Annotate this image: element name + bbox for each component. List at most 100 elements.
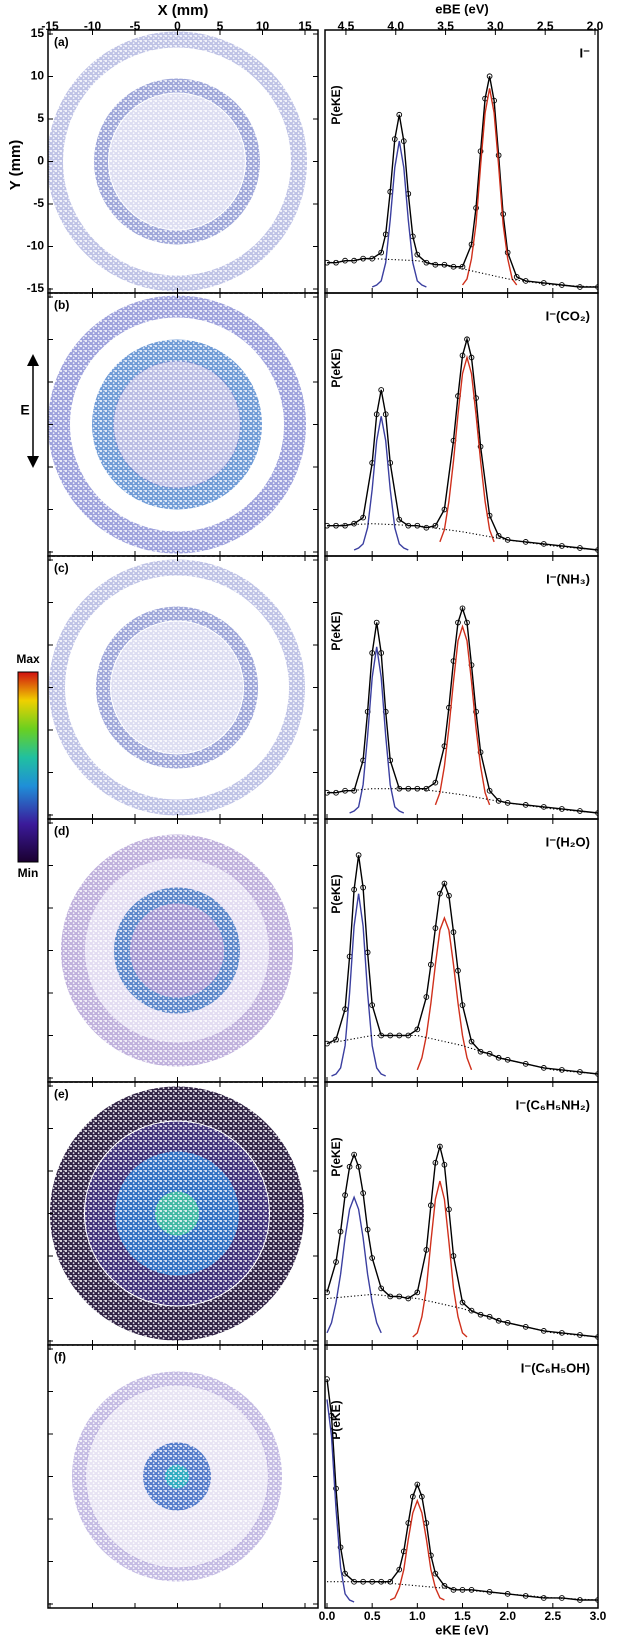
- peak-curve: [389, 1498, 445, 1601]
- data-point: [464, 336, 470, 343]
- peak-curve: [353, 416, 409, 551]
- colorbar: [17, 671, 39, 863]
- data-point: [351, 520, 357, 527]
- data-point: [342, 1192, 348, 1198]
- detector-image: [48, 293, 318, 556]
- data-point: [595, 284, 598, 290]
- colorbar-max: Max: [16, 652, 40, 666]
- panel-label: (d): [54, 824, 69, 838]
- data-point: [459, 605, 466, 612]
- data-point: [342, 522, 348, 529]
- data-point: [428, 961, 434, 968]
- panel-label: (a): [54, 35, 69, 49]
- data-point: [455, 619, 461, 626]
- baseline-curve: [326, 1034, 598, 1075]
- detector-image: [48, 819, 318, 1082]
- x-tick-label: 0: [174, 19, 181, 33]
- y-axis-title: P(eKE): [329, 611, 343, 650]
- peak-curve: [412, 1180, 468, 1338]
- y-tick-label: 5: [37, 111, 44, 125]
- data-point: [342, 1570, 348, 1577]
- data-point: [540, 1595, 547, 1601]
- plot-area: [325, 73, 598, 290]
- data-point: [396, 111, 403, 118]
- data-point: [437, 1143, 443, 1150]
- data-point: [486, 1313, 493, 1320]
- data-point: [378, 249, 385, 256]
- data-point: [419, 1493, 425, 1500]
- data-point: [540, 280, 547, 286]
- data-point: [414, 1481, 421, 1488]
- y-axis-title: P(eKE): [329, 348, 343, 387]
- x-tick-label: 5: [217, 19, 224, 33]
- peak-curve: [434, 624, 491, 806]
- panel-title: I⁻: [580, 45, 591, 60]
- baseline-curve: [326, 258, 598, 288]
- data-point: [396, 1293, 403, 1300]
- data-point: [337, 1544, 344, 1551]
- data-point: [432, 522, 439, 529]
- image-noise: [48, 819, 318, 1082]
- data-point: [441, 1582, 448, 1589]
- panel-title: I⁻(C₆H₅NH₂): [516, 1097, 590, 1112]
- data-point: [378, 1578, 385, 1585]
- fit-curve: [327, 76, 598, 288]
- data-point: [405, 1295, 412, 1302]
- data-point: [369, 1255, 376, 1261]
- data-point: [432, 779, 439, 786]
- data-point: [333, 522, 339, 529]
- data-point: [540, 1065, 547, 1071]
- baseline-curve: [326, 788, 598, 814]
- detector-image: [48, 1082, 318, 1345]
- data-point: [355, 1163, 362, 1170]
- data-point: [495, 532, 502, 539]
- detector-image: [48, 30, 318, 293]
- data-point: [373, 619, 380, 626]
- data-point: [450, 1586, 457, 1593]
- panel-label: (e): [54, 1087, 69, 1101]
- data-point: [378, 1285, 385, 1292]
- data-point: [414, 1026, 421, 1033]
- data-point: [355, 852, 362, 859]
- data-point: [450, 929, 457, 935]
- data-point: [369, 1578, 376, 1585]
- data-point: [333, 259, 339, 266]
- data-point: [333, 789, 339, 796]
- peak-curve: [416, 915, 473, 1071]
- data-point: [577, 1597, 583, 1603]
- baseline-curve: [326, 1293, 598, 1338]
- data-point: [337, 1228, 344, 1235]
- data-point: [333, 1036, 339, 1043]
- data-point: [346, 1163, 353, 1170]
- data-point: [360, 255, 366, 262]
- detector-image: [48, 556, 318, 819]
- data-point: [486, 787, 493, 794]
- data-point: [378, 650, 385, 656]
- data-point: [360, 1190, 366, 1196]
- data-point: [504, 1319, 511, 1326]
- data-point: [360, 884, 366, 891]
- data-point: [423, 1247, 430, 1253]
- data-point: [432, 261, 439, 268]
- data-point: [378, 387, 385, 393]
- data-point: [360, 514, 366, 521]
- data-point: [382, 411, 389, 418]
- data-point: [414, 1289, 421, 1296]
- data-point: [400, 138, 407, 144]
- data-point: [459, 352, 466, 359]
- data-point: [325, 1376, 330, 1382]
- plot-area: [325, 1143, 598, 1340]
- data-point: [441, 1161, 448, 1168]
- peak-curve: [461, 88, 518, 286]
- fit-curve: [326, 855, 598, 1075]
- data-point: [432, 1570, 439, 1577]
- data-point: [450, 1253, 457, 1259]
- data-point: [325, 1040, 330, 1047]
- panel-label: (f): [54, 1350, 66, 1364]
- data-point: [559, 1330, 565, 1336]
- data-point: [437, 890, 443, 897]
- data-point: [446, 892, 452, 899]
- baseline-curve: [327, 1581, 598, 1601]
- data-point: [369, 650, 376, 656]
